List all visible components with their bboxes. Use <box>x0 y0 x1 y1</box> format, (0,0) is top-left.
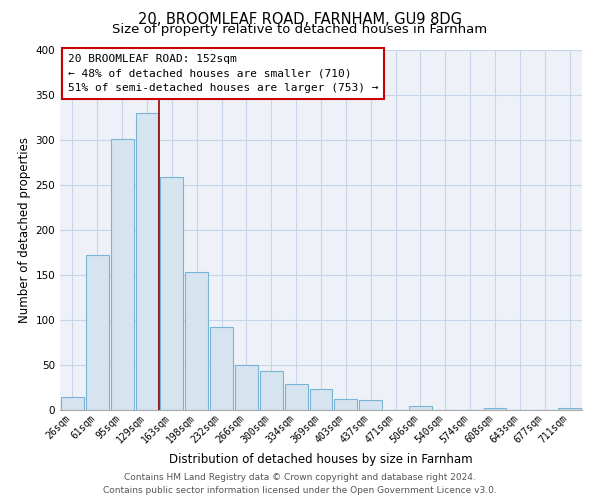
Text: 20 BROOMLEAF ROAD: 152sqm
← 48% of detached houses are smaller (710)
51% of semi: 20 BROOMLEAF ROAD: 152sqm ← 48% of detac… <box>68 54 379 93</box>
Bar <box>61 396 84 410</box>
Bar <box>484 408 506 410</box>
Bar <box>260 372 283 410</box>
Bar <box>334 399 357 410</box>
Bar <box>235 365 258 410</box>
Bar <box>86 255 109 410</box>
Text: Size of property relative to detached houses in Farnham: Size of property relative to detached ho… <box>112 22 488 36</box>
Bar <box>558 408 581 410</box>
Bar <box>210 327 233 410</box>
Bar <box>185 272 208 410</box>
Bar <box>285 384 308 410</box>
Bar <box>136 113 158 410</box>
Text: Contains HM Land Registry data © Crown copyright and database right 2024.
Contai: Contains HM Land Registry data © Crown c… <box>103 473 497 495</box>
Bar <box>359 400 382 410</box>
Bar <box>160 177 183 410</box>
Bar <box>310 390 332 410</box>
X-axis label: Distribution of detached houses by size in Farnham: Distribution of detached houses by size … <box>169 453 473 466</box>
Bar <box>111 139 134 410</box>
Bar <box>409 406 432 410</box>
Text: 20, BROOMLEAF ROAD, FARNHAM, GU9 8DG: 20, BROOMLEAF ROAD, FARNHAM, GU9 8DG <box>138 12 462 28</box>
Y-axis label: Number of detached properties: Number of detached properties <box>18 137 31 323</box>
